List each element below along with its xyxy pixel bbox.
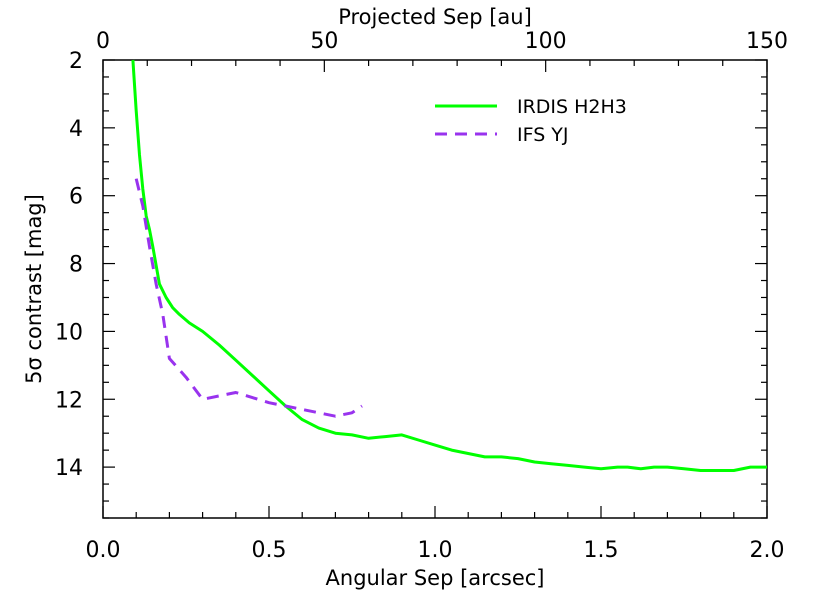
y-tick-label: 12 [55, 388, 83, 413]
y-axis-title: 5σ contrast [mag] [22, 194, 46, 384]
series-line-2 [134, 178, 363, 418]
x-tick-label: 0.0 [86, 538, 121, 563]
y-tick-label: 2 [69, 49, 83, 74]
y-tick-label: 8 [69, 253, 83, 278]
x2-tick-label: 50 [310, 29, 338, 54]
x-tick-label: 1.0 [418, 538, 453, 563]
legend: IRDIS H2H3 IFS YJ [435, 96, 627, 146]
x-tick-label: 2.0 [750, 538, 785, 563]
x2-axis-title: Projected Sep [au] [338, 5, 532, 29]
legend-label-1: IRDIS H2H3 [517, 96, 627, 118]
axis-ticks [102, 59, 768, 519]
plot-frame [102, 59, 768, 519]
y-tick-label: 10 [55, 320, 83, 345]
x-tick-label: 0.5 [252, 538, 287, 563]
x2-tick-label: 100 [525, 29, 567, 54]
legend-label-2: IFS YJ [517, 124, 569, 146]
y-tick-label: 6 [69, 185, 83, 210]
axis-tick-labels: 0.0 0.5 1.0 1.5 2.0 0 50 100 150 2 4 6 8 10 12 14 [55, 29, 788, 563]
x-axis-title: Angular Sep [arcsec] [326, 566, 545, 590]
x2-tick-label: 150 [746, 29, 788, 54]
series-lines [131, 59, 767, 472]
series-line-1 [131, 59, 767, 472]
x2-tick-label: 0 [96, 29, 110, 54]
y-tick-label: 4 [69, 117, 83, 142]
x-tick-label: 1.5 [584, 538, 619, 563]
y-tick-label: 14 [55, 456, 83, 481]
